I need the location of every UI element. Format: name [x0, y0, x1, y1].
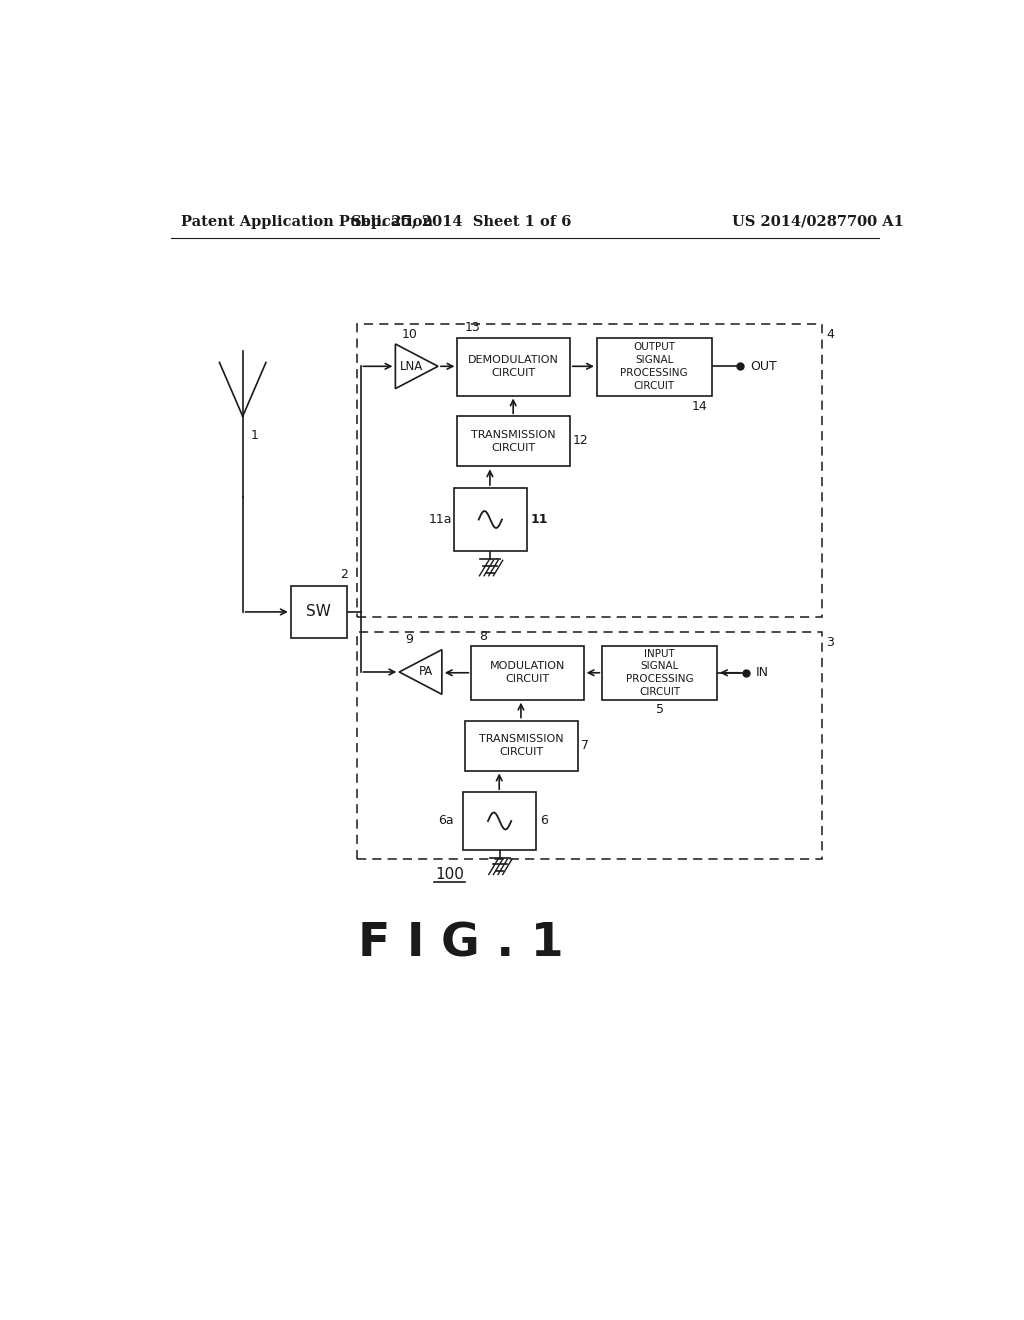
Polygon shape — [399, 649, 442, 694]
Text: Patent Application Publication: Patent Application Publication — [180, 215, 433, 228]
Text: 14: 14 — [692, 400, 708, 413]
Text: MODULATION
CIRCUIT: MODULATION CIRCUIT — [489, 661, 565, 684]
Bar — [356, 323, 821, 616]
Text: 6: 6 — [541, 814, 548, 828]
Text: 100: 100 — [435, 867, 464, 882]
Text: IN: IN — [756, 667, 769, 680]
Bar — [454, 488, 527, 552]
Text: 12: 12 — [572, 434, 589, 447]
Bar — [458, 416, 569, 466]
Text: 1: 1 — [251, 429, 258, 442]
Text: US 2014/0287700 A1: US 2014/0287700 A1 — [732, 215, 904, 228]
Text: SW: SW — [306, 605, 331, 619]
Text: 9: 9 — [406, 634, 414, 647]
Text: 11a: 11a — [429, 513, 453, 527]
Bar — [471, 645, 584, 700]
Text: 13: 13 — [465, 321, 481, 334]
Text: DEMODULATION
CIRCUIT: DEMODULATION CIRCUIT — [468, 355, 559, 378]
Text: 4: 4 — [826, 329, 835, 342]
Bar — [602, 645, 717, 700]
Text: TRANSMISSION
CIRCUIT: TRANSMISSION CIRCUIT — [471, 430, 556, 453]
Text: 6a: 6a — [438, 814, 454, 828]
Text: 2: 2 — [340, 569, 348, 582]
Bar — [291, 586, 346, 638]
Bar — [458, 338, 569, 396]
Bar — [463, 792, 537, 850]
Text: 8: 8 — [479, 630, 487, 643]
Bar — [597, 338, 712, 396]
Bar — [465, 721, 578, 771]
Text: TRANSMISSION
CIRCUIT: TRANSMISSION CIRCUIT — [479, 734, 563, 756]
Text: 5: 5 — [655, 704, 664, 717]
Text: PA: PA — [419, 665, 433, 678]
Polygon shape — [395, 345, 438, 388]
Text: LNA: LNA — [400, 360, 423, 372]
Text: 7: 7 — [581, 739, 589, 751]
Text: OUTPUT
SIGNAL
PROCESSING
CIRCUIT: OUTPUT SIGNAL PROCESSING CIRCUIT — [621, 342, 688, 391]
Text: 3: 3 — [826, 636, 835, 649]
Text: OUT: OUT — [751, 360, 777, 372]
Text: Sep. 25, 2014  Sheet 1 of 6: Sep. 25, 2014 Sheet 1 of 6 — [351, 215, 571, 228]
Text: F I G . 1: F I G . 1 — [358, 921, 564, 966]
Text: 10: 10 — [401, 329, 418, 342]
Text: INPUT
SIGNAL
PROCESSING
CIRCUIT: INPUT SIGNAL PROCESSING CIRCUIT — [626, 648, 693, 697]
Text: 11: 11 — [531, 513, 549, 527]
Bar — [356, 632, 821, 859]
